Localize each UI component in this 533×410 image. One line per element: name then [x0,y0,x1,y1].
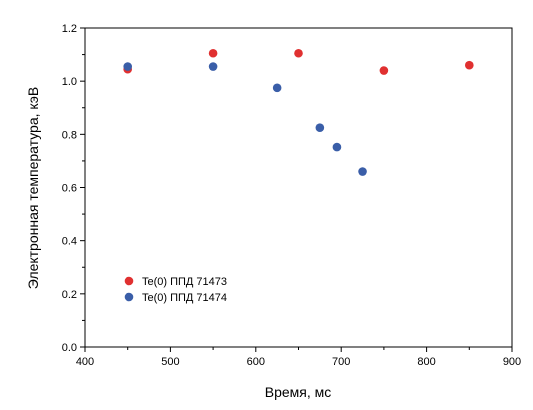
data-point-series-2 [332,142,342,152]
legend-marker-series-2 [124,292,134,302]
data-point-series-1 [294,48,303,58]
legend: Te(0) ППД 71473 Te(0) ППД 71474 [124,276,227,304]
x-axis-ticks: 400 500 600 700 800 900 [76,347,521,368]
y-tick-label: 0.0 [62,342,77,354]
data-point-series-1 [208,48,218,58]
x-tick-label: 800 [417,356,435,368]
data-point-series-2 [208,62,218,71]
legend-marker-series-1 [124,276,134,286]
data-point-series-1 [379,66,389,75]
data-point-series-2 [358,167,367,176]
x-tick-label: 900 [503,356,521,368]
y-tick-label: 1.2 [62,23,77,35]
x-tick-label: 400 [76,356,94,368]
data-point-series-2 [315,123,325,132]
y-tick-label: 0.6 [62,183,77,195]
legend-label-series-1: Te(0) ППД 71473 [142,276,227,288]
data-point-series-1 [465,60,474,70]
y-tick-label: 1.0 [62,76,77,88]
data-point-series-2 [272,83,282,93]
y-axis-ticks: 0.0 0.2 0.4 0.6 0.8 1.0 1.2 [62,23,85,354]
data-point-series-2 [123,62,132,71]
data-points [123,48,474,176]
x-tick-label: 500 [161,356,179,368]
y-tick-label: 0.2 [62,289,77,301]
y-tick-label: 0.8 [62,129,77,141]
x-axis-label: Время, мс [265,384,332,400]
legend-label-series-2: Te(0) ППД 71474 [142,292,227,304]
y-tick-label: 0.4 [62,236,77,248]
x-tick-label: 700 [332,356,350,368]
x-tick-label: 600 [247,356,265,368]
y-axis-label: Электронная температура, кэВ [25,87,41,289]
